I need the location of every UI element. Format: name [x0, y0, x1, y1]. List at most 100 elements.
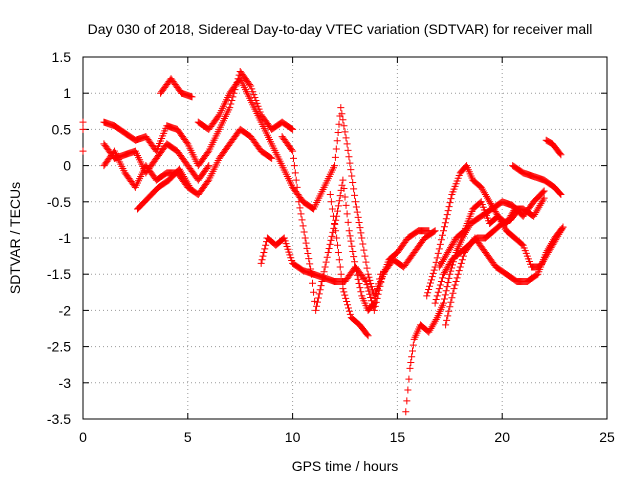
- data-point: [350, 253, 358, 261]
- data-point: [540, 194, 548, 202]
- data-point: [433, 254, 441, 262]
- data-point: [429, 321, 437, 329]
- data-point: [327, 198, 335, 206]
- data-point: [295, 198, 303, 206]
- data-point: [427, 276, 435, 284]
- data-point: [430, 319, 438, 327]
- data-point: [443, 316, 451, 324]
- data-point: [331, 153, 339, 161]
- data-point: [448, 294, 456, 302]
- data-point: [371, 294, 379, 302]
- series-track-i: [278, 133, 385, 314]
- x-tick-label: 15: [390, 429, 406, 445]
- data-point: [186, 183, 194, 191]
- data-point: [431, 263, 439, 271]
- data-point: [354, 213, 362, 221]
- data-point: [538, 198, 546, 206]
- data-point: [334, 248, 342, 256]
- data-point: [205, 162, 213, 170]
- data-point: [344, 218, 352, 226]
- data-point: [445, 274, 453, 282]
- data-point: [452, 277, 460, 285]
- data-point: [450, 285, 458, 293]
- data-point: [334, 241, 342, 249]
- data-point: [361, 252, 369, 260]
- x-tick-label: 10: [285, 429, 301, 445]
- data-point: [351, 258, 359, 266]
- y-tick-label: -2: [59, 302, 72, 318]
- data-point: [514, 206, 522, 214]
- data-point: [332, 145, 340, 153]
- data-point: [307, 270, 315, 278]
- x-tick-label: 20: [494, 429, 510, 445]
- data-point: [326, 191, 334, 199]
- data-point: [497, 218, 505, 226]
- data-point: [446, 199, 454, 207]
- data-point: [535, 203, 543, 211]
- data-point: [377, 270, 385, 278]
- data-point: [374, 290, 382, 298]
- series-track-q: [542, 136, 565, 159]
- data-point: [426, 282, 434, 290]
- data-point: [292, 176, 300, 184]
- y-tick-label: -1.5: [47, 266, 71, 282]
- data-point: [352, 203, 360, 211]
- data-point: [322, 258, 330, 266]
- data-point: [328, 232, 336, 240]
- data-point: [543, 247, 551, 255]
- data-point: [350, 185, 358, 193]
- data-point: [557, 151, 565, 159]
- data-point: [182, 176, 190, 184]
- data-point: [364, 332, 372, 340]
- data-point: [409, 341, 417, 349]
- data-point: [479, 187, 487, 195]
- y-tick-label: -2.5: [47, 339, 71, 355]
- data-point: [349, 178, 357, 186]
- data-point: [335, 256, 343, 264]
- data-point: [345, 153, 353, 161]
- x-tick-label: 25: [599, 429, 615, 445]
- data-point: [537, 200, 545, 208]
- data-point: [438, 258, 446, 266]
- y-tick-label: -0.5: [47, 194, 71, 210]
- data-point: [288, 125, 296, 133]
- data-point: [262, 241, 270, 249]
- data-point: [433, 292, 441, 300]
- data-point: [431, 317, 439, 325]
- y-tick-label: -1: [59, 230, 72, 246]
- data-point: [341, 128, 349, 136]
- data-point: [325, 244, 333, 252]
- data-point: [323, 253, 331, 261]
- data-point: [204, 149, 212, 157]
- data-point: [340, 288, 348, 296]
- data-point: [289, 154, 297, 162]
- data-point: [352, 267, 360, 275]
- data-point: [294, 191, 302, 199]
- data-point: [313, 298, 321, 306]
- data-point: [184, 180, 192, 188]
- series-track-p: [509, 162, 565, 199]
- data-point: [79, 147, 87, 155]
- data-point: [495, 214, 503, 222]
- data-point: [338, 277, 346, 285]
- data-point: [423, 292, 431, 300]
- data-point: [297, 210, 305, 218]
- data-point: [540, 187, 548, 195]
- data-point: [431, 299, 439, 307]
- data-point: [254, 102, 262, 110]
- data-point: [333, 234, 341, 242]
- data-point: [312, 306, 320, 314]
- data-point: [345, 227, 353, 235]
- data-point: [180, 172, 188, 180]
- data-point: [426, 326, 434, 334]
- data-point: [251, 94, 259, 102]
- data-point: [434, 249, 442, 257]
- data-point: [365, 273, 373, 281]
- data-point: [311, 297, 319, 305]
- data-point: [319, 273, 327, 281]
- data-point: [444, 278, 452, 286]
- data-point: [314, 294, 322, 302]
- data-point: [310, 288, 318, 296]
- data-point: [362, 258, 370, 266]
